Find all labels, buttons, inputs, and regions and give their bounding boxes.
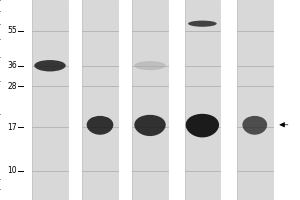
Ellipse shape: [34, 60, 66, 71]
Bar: [237, 0, 273, 200]
Text: 55: 55: [7, 26, 17, 35]
Text: 28: 28: [7, 82, 17, 91]
Bar: [132, 0, 168, 200]
Ellipse shape: [186, 114, 219, 137]
Bar: [184, 0, 220, 200]
Ellipse shape: [242, 116, 267, 135]
Text: 10: 10: [7, 166, 17, 175]
Ellipse shape: [134, 61, 166, 70]
Ellipse shape: [87, 116, 113, 135]
Bar: [32, 0, 68, 200]
Text: 17: 17: [7, 123, 17, 132]
Bar: [82, 0, 118, 200]
Ellipse shape: [188, 21, 217, 27]
Text: 36: 36: [7, 61, 17, 70]
Ellipse shape: [134, 115, 166, 136]
